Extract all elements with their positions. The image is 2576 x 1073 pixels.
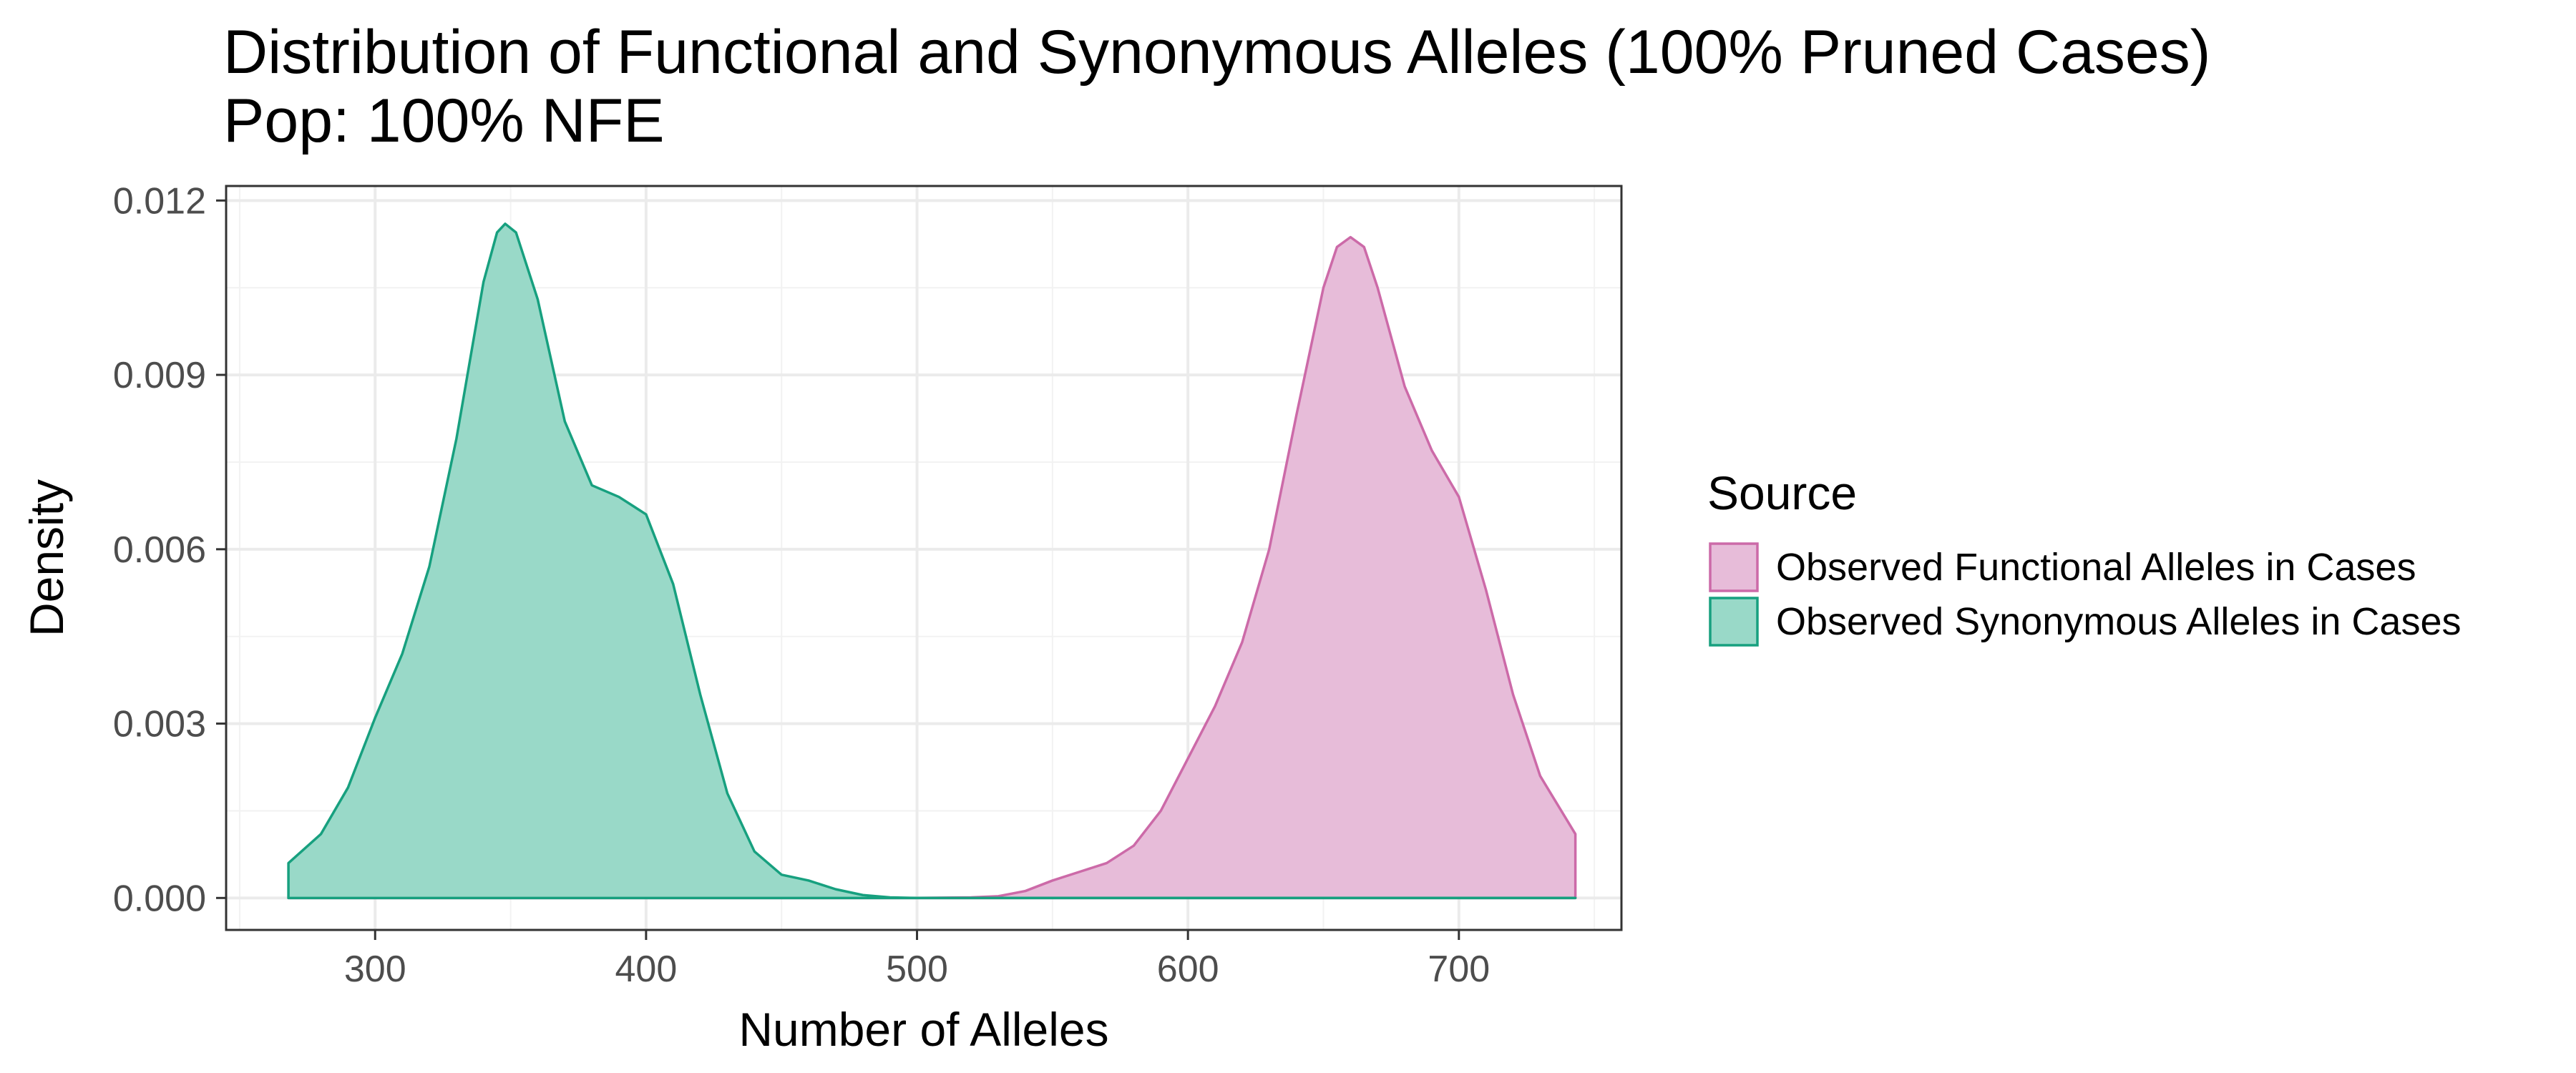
- density-series: [287, 222, 1577, 900]
- y-axis-title: Density: [20, 479, 73, 637]
- x-tick-label: 700: [1428, 949, 1490, 990]
- legend-key-synonymous: [1709, 597, 1759, 647]
- density-area-synonymous: [287, 222, 1577, 900]
- x-axis-title: Number of Alleles: [738, 1003, 1108, 1056]
- legend-title: Source: [1707, 466, 1857, 519]
- x-tick-label: 400: [615, 949, 678, 990]
- y-tick-label: 0.012: [113, 180, 206, 222]
- chart-subtitle: Pop: 100% NFE: [223, 87, 665, 155]
- legend-label-synonymous: Observed Synonymous Alleles in Cases: [1776, 600, 2461, 643]
- y-tick-label: 0.000: [113, 878, 206, 919]
- y-tick-label: 0.003: [113, 704, 206, 745]
- x-axis: 300 400 500 600 700: [344, 930, 1490, 990]
- x-tick-label: 500: [886, 949, 948, 990]
- y-tick-label: 0.006: [113, 529, 206, 571]
- y-tick-label: 0.009: [113, 355, 206, 396]
- panel-border: [225, 185, 1623, 931]
- plot-panel: [225, 185, 1623, 931]
- chart-title: Distribution of Functional and Synonymou…: [223, 18, 2210, 87]
- legend-label-functional: Observed Functional Alleles in Cases: [1776, 546, 2416, 589]
- legend-key-functional: [1709, 542, 1759, 592]
- legend: Source Observed Functional Alleles in Ca…: [1707, 466, 2461, 647]
- y-axis: 0.000 0.003 0.006 0.009 0.012: [113, 180, 226, 919]
- x-tick-label: 300: [344, 949, 406, 990]
- x-tick-label: 600: [1157, 949, 1219, 990]
